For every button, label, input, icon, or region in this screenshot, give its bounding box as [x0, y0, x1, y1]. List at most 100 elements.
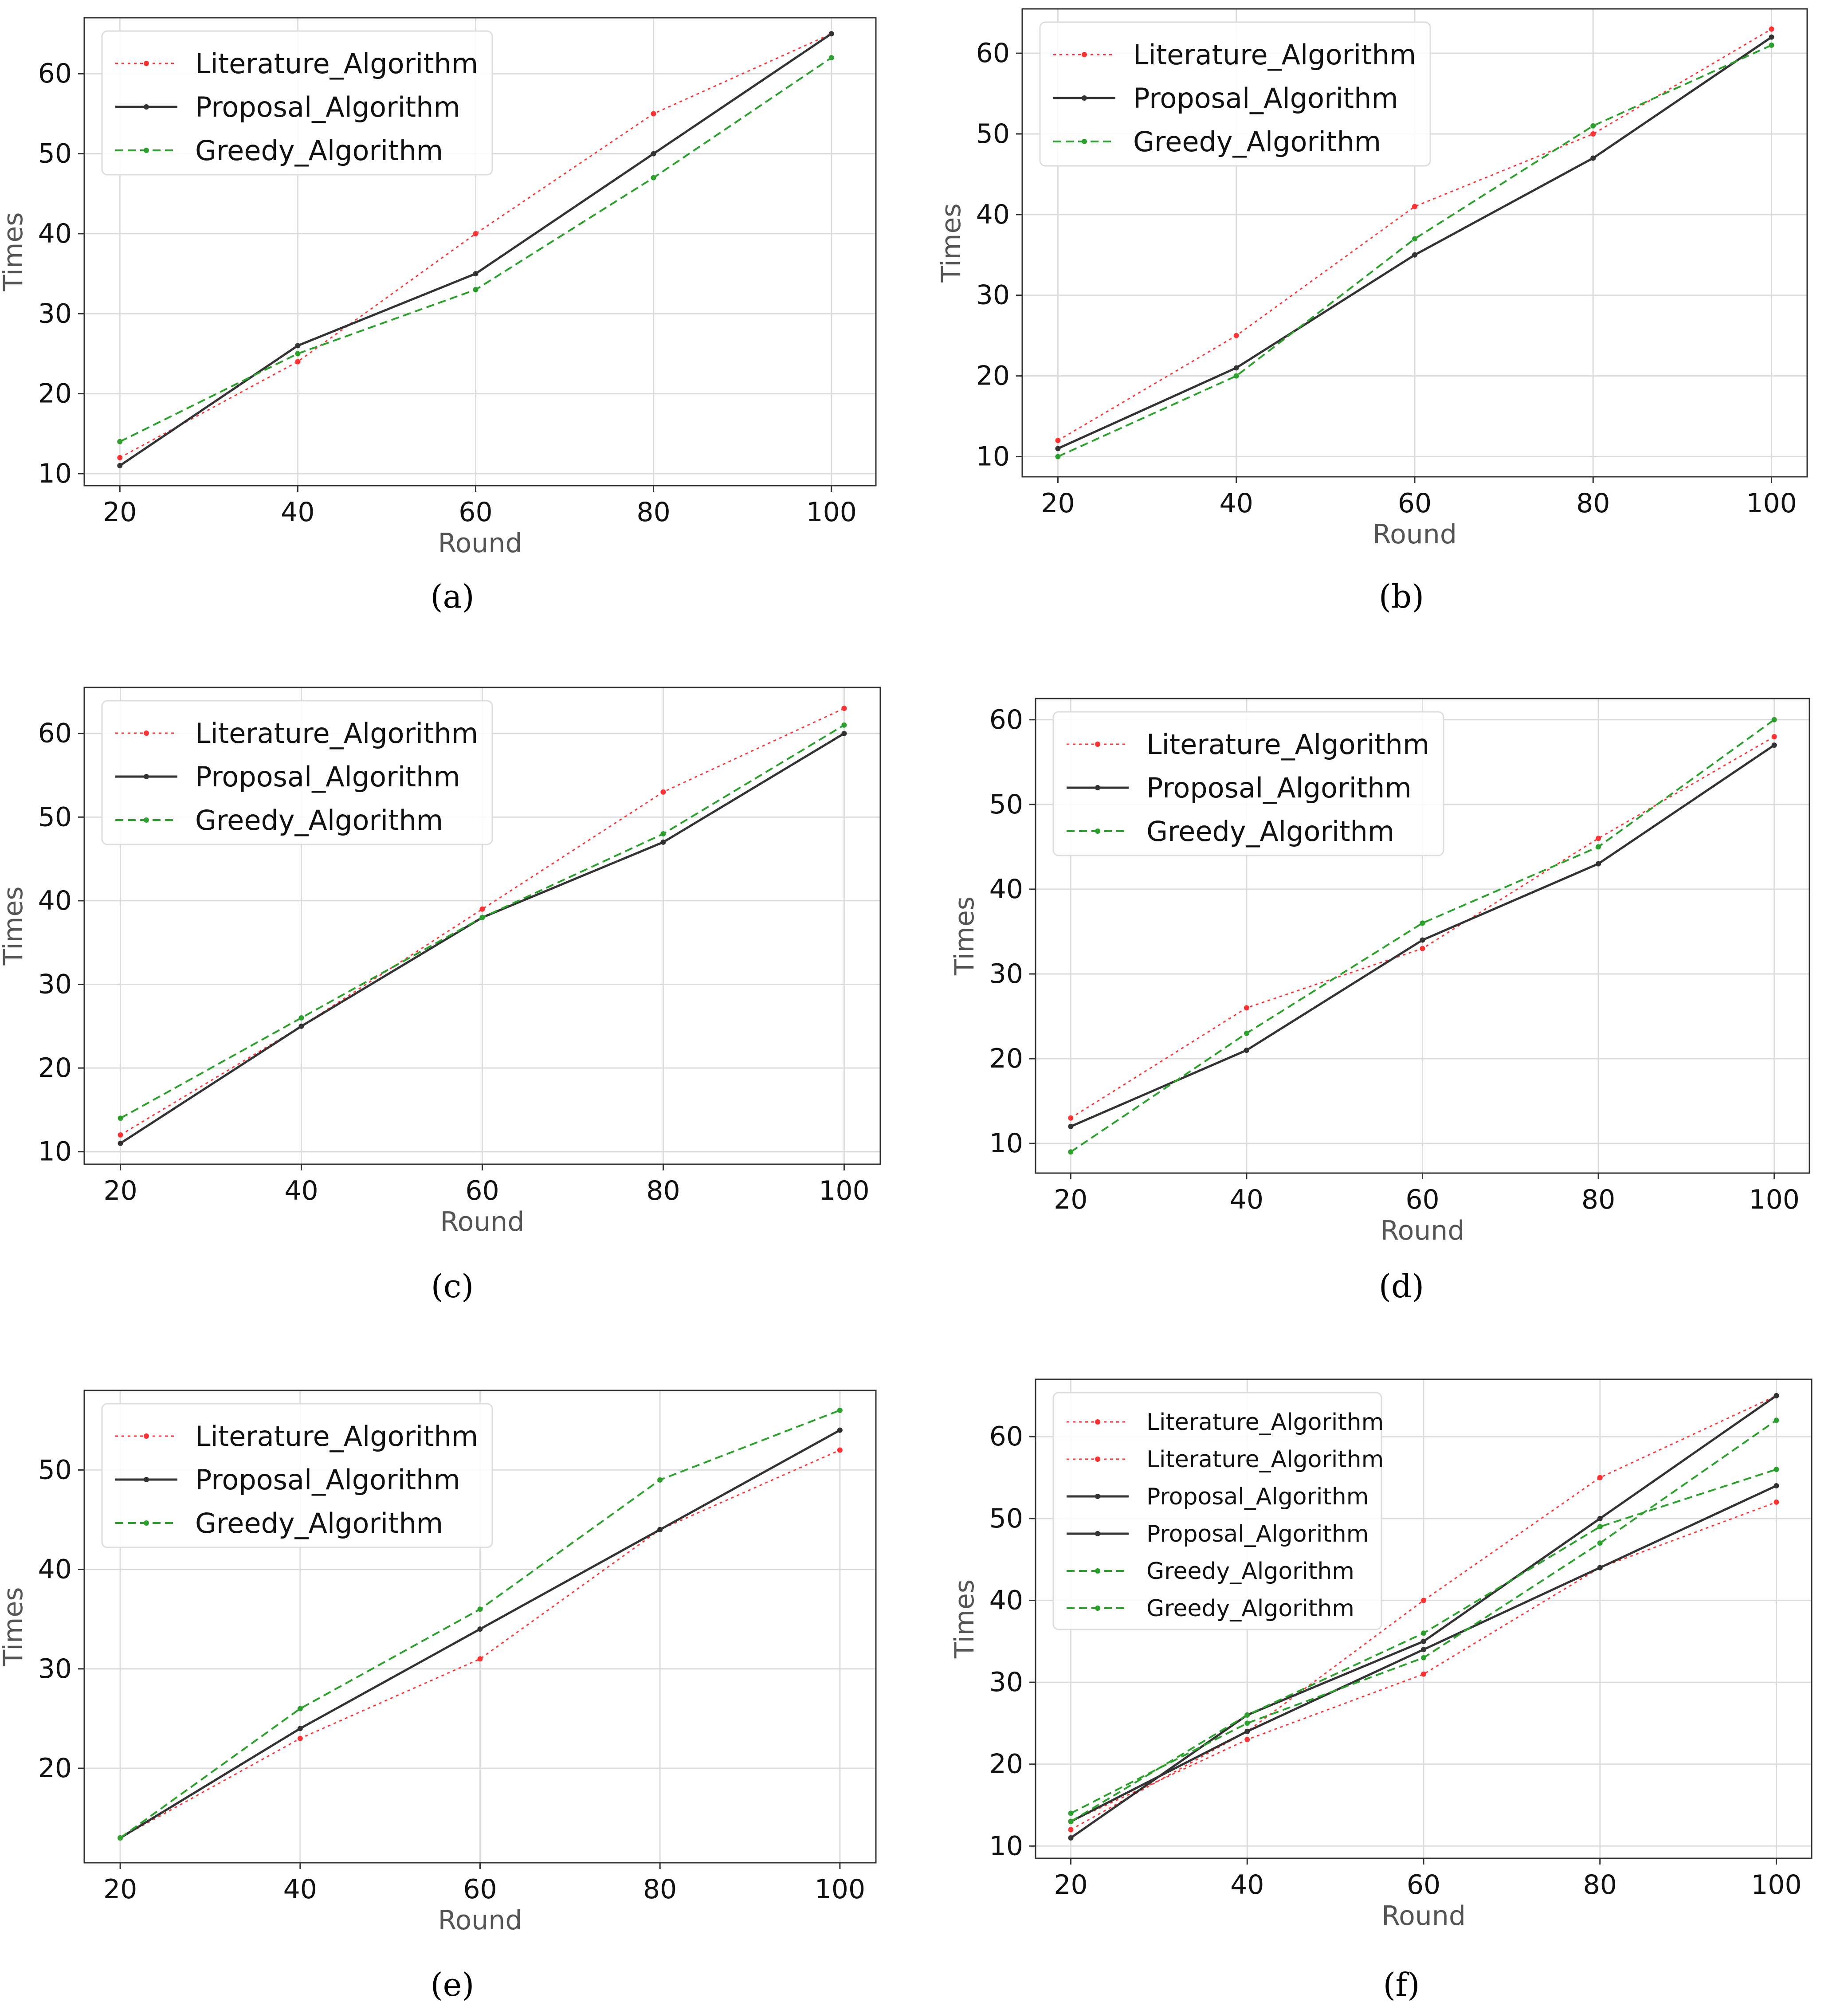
legend-label: Literature_Algorithm	[195, 47, 478, 80]
legend-label: Proposal_Algorithm	[1146, 1521, 1369, 1547]
chart-panel-e: 20 40 60 80 100 20 30 40 50 Round Times Literature_…	[0, 1390, 877, 2003]
data-point	[118, 1132, 123, 1138]
data-point	[1590, 155, 1596, 161]
data-point	[1590, 131, 1596, 137]
legend-marker	[144, 774, 149, 779]
legend-label: Greedy_Algorithm	[195, 804, 443, 836]
data-point	[1597, 1515, 1603, 1521]
data-point	[1769, 34, 1774, 40]
x-tick-label: 100	[819, 1175, 870, 1206]
data-point	[1068, 1149, 1074, 1155]
panel-caption: (d)	[1379, 1268, 1424, 1305]
legend-marker	[144, 1477, 149, 1482]
legend-marker	[1095, 742, 1100, 747]
data-point	[479, 915, 485, 920]
data-point	[841, 706, 847, 711]
data-point	[1773, 1499, 1779, 1505]
x-tick-label: 20	[103, 1175, 137, 1206]
legend-marker	[1095, 828, 1100, 834]
legend-label: Greedy_Algorithm	[195, 134, 443, 167]
x-axis-label: Round	[1373, 519, 1457, 550]
data-point	[1771, 717, 1777, 722]
x-tick-label: 40	[1230, 1184, 1263, 1215]
data-point	[651, 151, 656, 157]
panel-caption: (a)	[430, 578, 474, 615]
x-tick-label: 20	[1054, 1869, 1087, 1900]
legend-marker	[144, 1433, 149, 1439]
data-point	[1244, 1720, 1250, 1726]
x-tick-label: 20	[103, 497, 137, 528]
legend-box	[101, 30, 493, 176]
y-tick-label: 60	[38, 718, 72, 749]
data-point	[1055, 438, 1061, 444]
data-point	[828, 31, 834, 37]
y-axis-label: Times	[936, 203, 967, 283]
legend-marker	[1095, 1568, 1100, 1574]
y-tick-label: 40	[38, 1554, 72, 1585]
data-point	[1597, 1475, 1603, 1480]
legend-label: Greedy_Algorithm	[195, 1507, 443, 1539]
data-point	[1421, 1630, 1426, 1636]
data-point	[473, 287, 479, 293]
y-tick-label: 30	[976, 280, 1010, 311]
data-point	[1233, 373, 1239, 379]
x-tick-label: 40	[281, 497, 314, 528]
data-point	[1773, 1417, 1779, 1423]
data-point	[1233, 365, 1239, 371]
legend-box	[1052, 711, 1444, 856]
legend-label: Proposal_Algorithm	[195, 91, 460, 123]
y-tick-label: 20	[989, 1749, 1023, 1780]
y-tick-label: 10	[989, 1128, 1023, 1159]
legend-marker	[1095, 1456, 1100, 1462]
data-point	[657, 1527, 663, 1532]
data-point	[1421, 1647, 1426, 1653]
x-tick-label: 60	[463, 1874, 497, 1905]
data-point	[298, 1023, 304, 1029]
legend-label: Greedy_Algorithm	[1133, 126, 1381, 158]
chart-panel-a: 20 40 60 80 100102030405060RoundTimesLiterat…	[0, 17, 877, 615]
data-point	[1421, 1638, 1426, 1644]
data-point	[1597, 1540, 1603, 1546]
data-point	[651, 111, 656, 117]
y-tick-label: 30	[989, 1667, 1023, 1698]
legend-marker	[144, 148, 149, 153]
y-tick-label: 30	[989, 958, 1023, 989]
data-point	[1244, 1030, 1249, 1036]
chart-panel-b: 20 40 60 80 100102030405060RoundTimesLiterat…	[936, 8, 1808, 615]
data-point	[1421, 1598, 1426, 1603]
y-tick-label: 20	[38, 378, 72, 409]
data-point	[837, 1427, 843, 1433]
data-point	[117, 439, 123, 444]
data-point	[1412, 236, 1417, 242]
x-tick-label: 80	[1576, 488, 1610, 519]
data-point	[477, 1626, 483, 1632]
legend-label: Literature_Algorithm	[195, 717, 478, 750]
y-tick-label: 10	[38, 1136, 72, 1167]
data-point	[1055, 454, 1061, 459]
x-tick-label: 80	[646, 1175, 680, 1206]
data-point	[477, 1656, 483, 1662]
x-tick-label: 40	[1230, 1869, 1264, 1900]
data-point	[1068, 1123, 1074, 1129]
legend-box	[1052, 1392, 1382, 1630]
data-point	[1590, 123, 1596, 129]
y-tick-label: 10	[38, 458, 72, 489]
y-tick-label: 20	[976, 361, 1010, 392]
legend-label: Proposal_Algorithm	[1146, 772, 1412, 804]
legend-label: Proposal_Algorithm	[1146, 1484, 1369, 1510]
legend-label: Literature_Algorithm	[1146, 1446, 1384, 1473]
legend-label: Proposal_Algorithm	[195, 761, 460, 793]
data-point	[841, 730, 847, 736]
data-point	[297, 1726, 303, 1731]
legend-label: Literature_Algorithm	[1146, 728, 1429, 761]
y-tick-label: 30	[38, 298, 72, 329]
legend-box	[101, 700, 493, 845]
plot-frame	[83, 17, 877, 487]
x-tick-label: 20	[1054, 1184, 1087, 1215]
x-tick-label: 60	[1407, 1869, 1440, 1900]
legend-marker	[1082, 52, 1087, 57]
data-point	[1412, 204, 1417, 209]
data-point	[841, 722, 847, 728]
legend-box	[101, 1403, 493, 1548]
legend-marker	[1082, 95, 1087, 101]
